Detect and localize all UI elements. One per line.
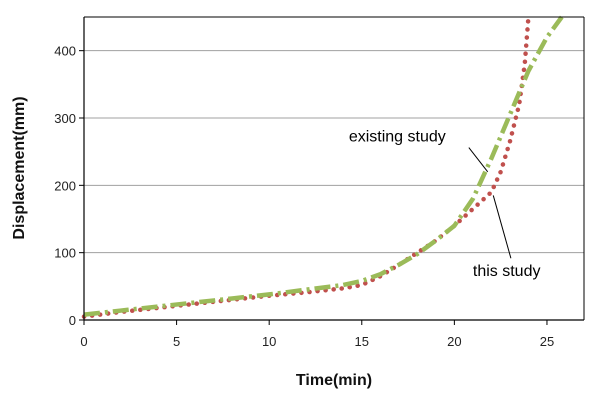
- x-axis-title: Time(min): [296, 372, 372, 389]
- annotation-leader-existing-study: [468, 147, 489, 173]
- series-line-existing-study: [83, 15, 564, 317]
- y-tick-label-300: 300: [54, 111, 76, 126]
- y-tick-label-0: 0: [69, 313, 76, 328]
- x-tick-label-15: 15: [355, 334, 369, 349]
- x-tick-label-0: 0: [80, 334, 87, 349]
- y-axis-title: Displacement(mm): [11, 96, 28, 239]
- annotation-layer: existing study this study: [349, 129, 541, 281]
- x-tick-label-20: 20: [447, 334, 461, 349]
- y-tick-label-200: 200: [54, 178, 76, 193]
- x-tick-label-10: 10: [262, 334, 276, 349]
- plot-area: [84, 17, 584, 320]
- tick-layer: 0 100 200 300 400 0 5 10 15 20 25: [54, 44, 554, 349]
- y-tick-label-100: 100: [54, 246, 76, 261]
- annotation-label-existing-study: existing study: [349, 129, 446, 146]
- series-layer: [81, 14, 564, 319]
- y-tick-label-400: 400: [54, 44, 76, 59]
- annotation-label-this-study: this study: [473, 263, 541, 280]
- x-tick-label-5: 5: [173, 334, 180, 349]
- annotation-leader-this-study: [492, 195, 512, 259]
- grid-layer: [84, 50, 584, 254]
- x-tick-label-25: 25: [540, 334, 554, 349]
